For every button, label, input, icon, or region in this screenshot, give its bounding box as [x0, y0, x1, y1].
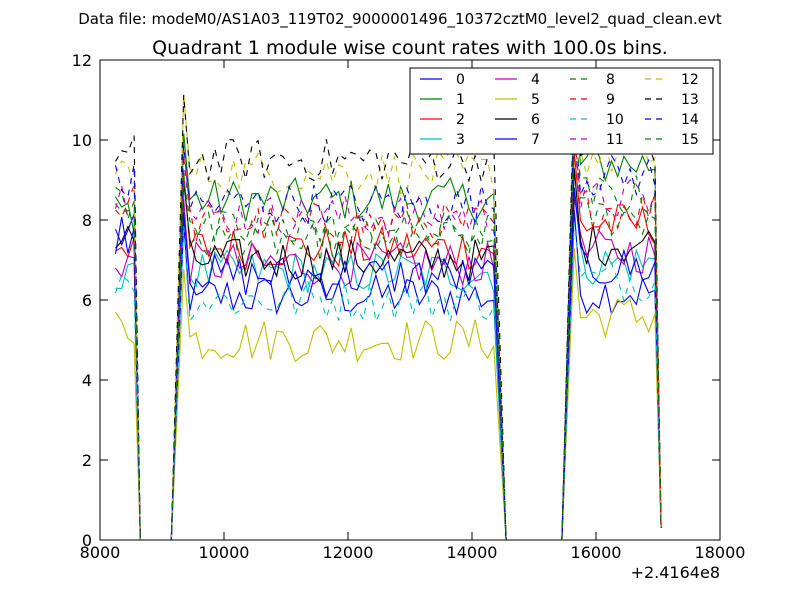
series-line-11	[114, 133, 662, 541]
series-line-3	[115, 191, 662, 541]
legend-label-2: 2	[456, 112, 465, 128]
x-axis-offset-label: +2.4164e8	[631, 563, 720, 582]
series-layer	[114, 76, 662, 541]
series-line-0	[114, 209, 662, 541]
x-tick-label: 16000	[571, 543, 622, 562]
y-tick-label: 6	[82, 291, 92, 310]
x-tick-label: 10000	[199, 543, 250, 562]
series-line-15	[115, 125, 662, 541]
series-line-9	[115, 134, 662, 541]
x-axis: 8000 10000 12000 14000 16000 18000	[80, 60, 746, 562]
legend-label-15: 15	[681, 132, 699, 148]
x-tick-label: 8000	[80, 543, 121, 562]
series-line-7	[114, 187, 662, 541]
legend-label-4: 4	[531, 72, 540, 88]
y-tick-label: 8	[82, 211, 92, 230]
y-tick-label: 0	[82, 531, 92, 550]
legend-label-3: 3	[456, 132, 465, 148]
legend-label-7: 7	[531, 132, 540, 148]
legend-label-11: 11	[606, 132, 624, 148]
x-tick-label: 12000	[323, 543, 374, 562]
legend-label-0: 0	[456, 72, 465, 88]
y-tick-label: 2	[82, 451, 92, 470]
legend-label-5: 5	[531, 92, 540, 108]
legend-label-9: 9	[606, 92, 615, 108]
series-line-5	[115, 248, 662, 541]
legend-label-6: 6	[531, 112, 540, 128]
series-line-6	[115, 168, 662, 541]
legend-box	[409, 67, 714, 155]
x-tick-label: 14000	[447, 543, 498, 562]
legend-label-1: 1	[456, 92, 465, 108]
figure-suptitle: Data file: modeM0/AS1A03_119T02_90000014…	[78, 10, 722, 29]
x-tick-label: 18000	[695, 543, 746, 562]
y-tick-label: 10	[72, 131, 92, 150]
y-tick-label: 12	[72, 51, 92, 70]
legend-label-10: 10	[606, 112, 624, 128]
series-line-10	[114, 222, 662, 541]
legend-label-13: 13	[681, 92, 699, 108]
legend-label-12: 12	[681, 72, 699, 88]
legend-label-14: 14	[681, 112, 699, 128]
series-line-4	[115, 198, 662, 541]
legend-label-8: 8	[606, 72, 615, 88]
series-line-1	[115, 90, 662, 541]
y-tick-label: 4	[82, 371, 92, 390]
chart-title: Quadrant 1 module wise count rates with …	[152, 37, 668, 59]
series-line-12	[115, 94, 662, 541]
series-line-13	[115, 76, 662, 541]
